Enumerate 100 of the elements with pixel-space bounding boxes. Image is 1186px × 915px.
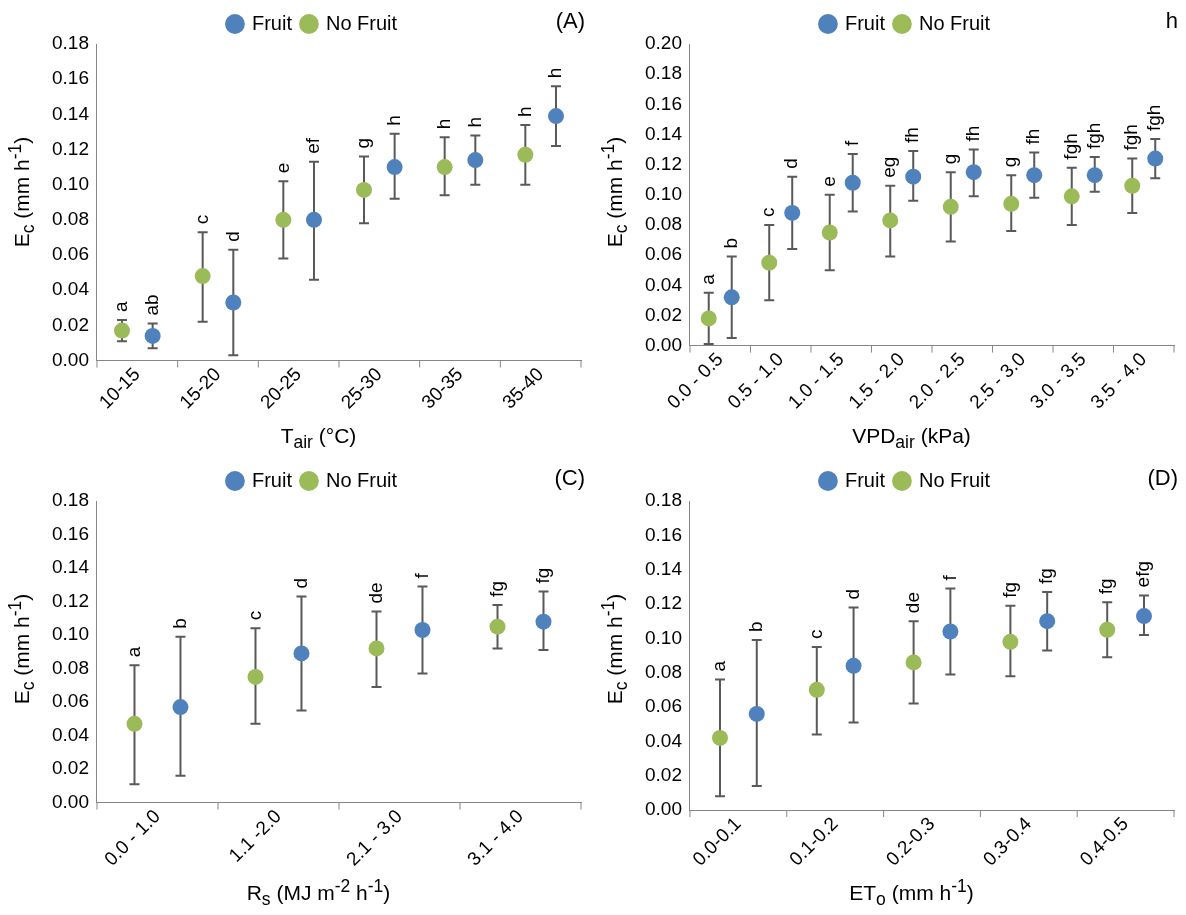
y-tick-label: 0.12 bbox=[52, 589, 89, 611]
annotation: de bbox=[901, 592, 923, 614]
annotation: a bbox=[110, 301, 132, 313]
text: (C) bbox=[554, 465, 585, 491]
annotation: h bbox=[432, 118, 454, 130]
annotation: h bbox=[513, 106, 535, 117]
y-tick-label: 0.12 bbox=[52, 137, 89, 159]
y-tick-label: 0.16 bbox=[645, 92, 682, 114]
annotation: f bbox=[840, 140, 862, 147]
y-tick-label: 0.00 bbox=[645, 333, 682, 355]
annotation: fg bbox=[1035, 568, 1057, 584]
annotation: h bbox=[382, 115, 404, 126]
annotation: g bbox=[938, 153, 960, 165]
annotation: h bbox=[463, 116, 485, 128]
annotation: c bbox=[190, 214, 212, 225]
annotation: b bbox=[745, 621, 767, 633]
y-tick-label: 0.16 bbox=[52, 522, 89, 544]
y-tick-label: 0.04 bbox=[645, 273, 683, 295]
annotation: f bbox=[938, 574, 960, 581]
y-tick-label: 0.14 bbox=[645, 557, 683, 579]
y-tick-label: 0.16 bbox=[645, 523, 682, 545]
annotation: fgh bbox=[1059, 133, 1081, 160]
text: (A) bbox=[555, 8, 585, 34]
annotation: b bbox=[719, 238, 741, 249]
legend-label: No Fruit bbox=[325, 468, 398, 491]
y-tick-label: 0.08 bbox=[52, 656, 89, 678]
y-tick-label: 0.18 bbox=[52, 32, 89, 54]
annotation: fg bbox=[1095, 578, 1117, 595]
y-tick-label: 0.08 bbox=[645, 213, 682, 235]
annotation: e bbox=[817, 176, 839, 187]
y-tick-label: 0.14 bbox=[52, 556, 90, 578]
y-tick-label: 0.08 bbox=[52, 208, 89, 230]
y-tick-label: 0.06 bbox=[645, 695, 682, 717]
y-tick-label: 0.12 bbox=[645, 592, 682, 614]
annotation: ef bbox=[302, 137, 324, 154]
y-tick-label: 0.14 bbox=[645, 122, 683, 144]
annotation: c bbox=[243, 610, 265, 621]
annotation: eg bbox=[878, 156, 900, 178]
annotation: c bbox=[757, 207, 779, 217]
x-axis-title: VPD$_{air}$ (kPa) bbox=[851, 423, 972, 453]
annotation: fgh bbox=[1082, 122, 1104, 150]
y-tick-label: 0.20 bbox=[645, 32, 682, 54]
y-tick-label: 0.00 bbox=[52, 348, 89, 370]
annotation: efg bbox=[1132, 561, 1154, 588]
annotation: de bbox=[364, 582, 386, 604]
legend-label: Fruit bbox=[844, 468, 886, 491]
annotation: a bbox=[122, 646, 144, 658]
y-tick-label: 0.18 bbox=[645, 489, 682, 511]
annotation: fh bbox=[901, 127, 923, 144]
annotation: a bbox=[708, 660, 730, 672]
y-tick-label: 0.06 bbox=[645, 243, 682, 265]
y-tick-label: 0.02 bbox=[52, 313, 89, 335]
y-tick-label: 0.08 bbox=[645, 660, 682, 682]
annotation: d bbox=[289, 577, 311, 589]
legend-label: No Fruit bbox=[918, 11, 991, 34]
annotation: fg bbox=[531, 567, 553, 584]
text: h bbox=[1165, 8, 1178, 34]
y-tick-label: 0.04 bbox=[52, 723, 90, 745]
y-tick-label: 0.04 bbox=[645, 729, 683, 751]
legend-label: Fruit bbox=[251, 468, 293, 491]
annotation: fh bbox=[1022, 128, 1044, 145]
y-tick-label: 0.18 bbox=[52, 489, 89, 511]
y-tick-label: 0.10 bbox=[52, 172, 89, 194]
annotation: d bbox=[780, 158, 802, 169]
x-tick-label: 0.0 - 1.0 bbox=[99, 805, 165, 870]
y-tick-label: 0.14 bbox=[52, 102, 90, 124]
annotation: e bbox=[271, 162, 293, 174]
annotation: c bbox=[805, 629, 827, 639]
y-tick-label: 0.10 bbox=[645, 626, 682, 648]
y-tick-label: 0.06 bbox=[52, 690, 89, 712]
annotation: fgh bbox=[1120, 124, 1142, 151]
legend-label: No Fruit bbox=[918, 468, 991, 491]
x-axis-title: T$_{air}$ (°C) bbox=[279, 423, 358, 453]
annotation: d bbox=[841, 588, 863, 600]
x-tick-label: 2.1 - 3.0 bbox=[341, 805, 407, 870]
y-tick-label: 0.18 bbox=[645, 62, 682, 84]
annotation: d bbox=[221, 231, 243, 242]
y-tick-label: 0.12 bbox=[645, 152, 682, 174]
annotation: f bbox=[410, 572, 432, 579]
annotation: h bbox=[544, 67, 566, 79]
annotation: g bbox=[999, 156, 1021, 168]
y-tick-label: 0.10 bbox=[52, 623, 89, 645]
text: (D) bbox=[1147, 465, 1178, 491]
y-tick-label: 0.02 bbox=[52, 757, 89, 779]
y-tick-label: 0.04 bbox=[52, 278, 90, 300]
x-axis-title: R$_{s}$ (MJ m$^{-2}$ h$^{-1}$) bbox=[245, 875, 392, 910]
y-tick-label: 0.00 bbox=[645, 798, 682, 820]
y-tick-label: 0.00 bbox=[52, 790, 89, 812]
legend-label: Fruit bbox=[251, 11, 293, 34]
y-tick-label: 0.16 bbox=[52, 67, 89, 89]
legend-label: Fruit bbox=[844, 11, 886, 34]
x-tick-label: 3.1 - 4.0 bbox=[462, 805, 528, 870]
x-axis-title: ET$_{o}$ (mm h$^{-1}$) bbox=[848, 875, 975, 910]
legend-label: No Fruit bbox=[325, 11, 398, 34]
y-tick-label: 0.02 bbox=[645, 303, 682, 325]
annotation: g bbox=[352, 137, 374, 149]
annotation: ab bbox=[140, 294, 162, 316]
y-tick-label: 0.02 bbox=[645, 763, 682, 785]
annotation: fg bbox=[485, 581, 507, 597]
y-tick-label: 0.10 bbox=[645, 183, 682, 205]
